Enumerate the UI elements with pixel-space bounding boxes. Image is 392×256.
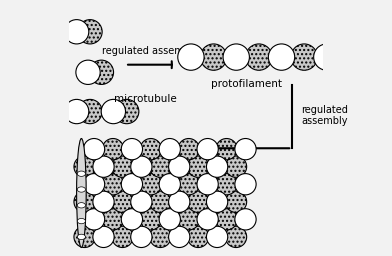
Circle shape (159, 138, 180, 160)
Circle shape (216, 209, 237, 230)
Circle shape (159, 174, 180, 195)
Circle shape (223, 44, 249, 70)
Circle shape (225, 156, 247, 177)
Circle shape (246, 44, 272, 70)
Circle shape (93, 191, 114, 212)
Ellipse shape (77, 218, 85, 224)
Circle shape (93, 226, 114, 248)
Circle shape (112, 156, 133, 177)
Circle shape (114, 99, 139, 124)
Circle shape (216, 138, 237, 160)
Circle shape (197, 174, 218, 195)
Circle shape (83, 138, 105, 160)
Circle shape (187, 191, 209, 212)
Circle shape (225, 226, 247, 248)
Circle shape (89, 60, 114, 84)
Circle shape (140, 174, 162, 195)
Circle shape (64, 99, 89, 124)
Circle shape (121, 138, 143, 160)
Circle shape (235, 209, 256, 230)
Circle shape (102, 174, 123, 195)
Circle shape (169, 191, 190, 212)
Circle shape (235, 174, 256, 195)
Circle shape (381, 44, 392, 70)
Ellipse shape (77, 234, 85, 240)
Circle shape (76, 60, 100, 84)
Circle shape (64, 20, 89, 44)
Circle shape (200, 44, 227, 70)
Circle shape (207, 191, 228, 212)
Circle shape (169, 156, 190, 177)
Circle shape (359, 44, 385, 70)
Circle shape (197, 209, 218, 230)
Circle shape (178, 44, 204, 70)
Circle shape (150, 156, 171, 177)
Text: regulated
assembly: regulated assembly (301, 104, 348, 126)
Circle shape (131, 226, 152, 248)
Circle shape (291, 44, 318, 70)
Circle shape (102, 209, 123, 230)
Text: regulated assembly: regulated assembly (102, 46, 199, 56)
Circle shape (336, 44, 363, 70)
Circle shape (112, 191, 133, 212)
Circle shape (140, 209, 162, 230)
Circle shape (140, 138, 162, 160)
Circle shape (102, 138, 123, 160)
Ellipse shape (77, 171, 85, 176)
Circle shape (131, 191, 152, 212)
Circle shape (225, 191, 247, 212)
Circle shape (314, 44, 340, 70)
Circle shape (121, 209, 143, 230)
Circle shape (121, 174, 143, 195)
Text: microtubule: microtubule (114, 94, 177, 104)
Circle shape (269, 44, 295, 70)
Circle shape (178, 174, 200, 195)
Circle shape (216, 174, 237, 195)
Circle shape (169, 226, 190, 248)
Circle shape (101, 99, 125, 124)
Circle shape (187, 156, 209, 177)
Circle shape (235, 138, 256, 160)
Circle shape (207, 226, 228, 248)
Ellipse shape (77, 203, 85, 208)
Circle shape (78, 20, 102, 44)
Text: protofilament: protofilament (211, 79, 282, 89)
Circle shape (197, 138, 218, 160)
Circle shape (93, 156, 114, 177)
Circle shape (112, 226, 133, 248)
Circle shape (150, 226, 171, 248)
Circle shape (74, 156, 95, 177)
Ellipse shape (77, 187, 85, 192)
Circle shape (131, 156, 152, 177)
Circle shape (74, 226, 95, 248)
Circle shape (187, 226, 209, 248)
Circle shape (178, 138, 200, 160)
Circle shape (83, 174, 105, 195)
Circle shape (150, 191, 171, 212)
Circle shape (178, 209, 200, 230)
Circle shape (74, 191, 95, 212)
Circle shape (83, 209, 105, 230)
Ellipse shape (76, 138, 86, 248)
Circle shape (207, 156, 228, 177)
Circle shape (159, 209, 180, 230)
Circle shape (78, 99, 102, 124)
